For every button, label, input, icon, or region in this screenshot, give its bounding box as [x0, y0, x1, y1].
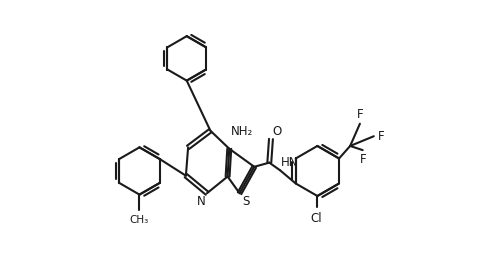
Text: N: N	[197, 195, 206, 208]
Text: Cl: Cl	[310, 212, 322, 225]
Text: HN: HN	[281, 156, 299, 169]
Text: F: F	[359, 153, 366, 166]
Text: F: F	[378, 130, 385, 143]
Text: F: F	[356, 108, 363, 121]
Text: CH₃: CH₃	[130, 215, 149, 225]
Text: S: S	[243, 195, 250, 208]
Text: NH₂: NH₂	[231, 125, 253, 138]
Text: O: O	[272, 125, 282, 138]
